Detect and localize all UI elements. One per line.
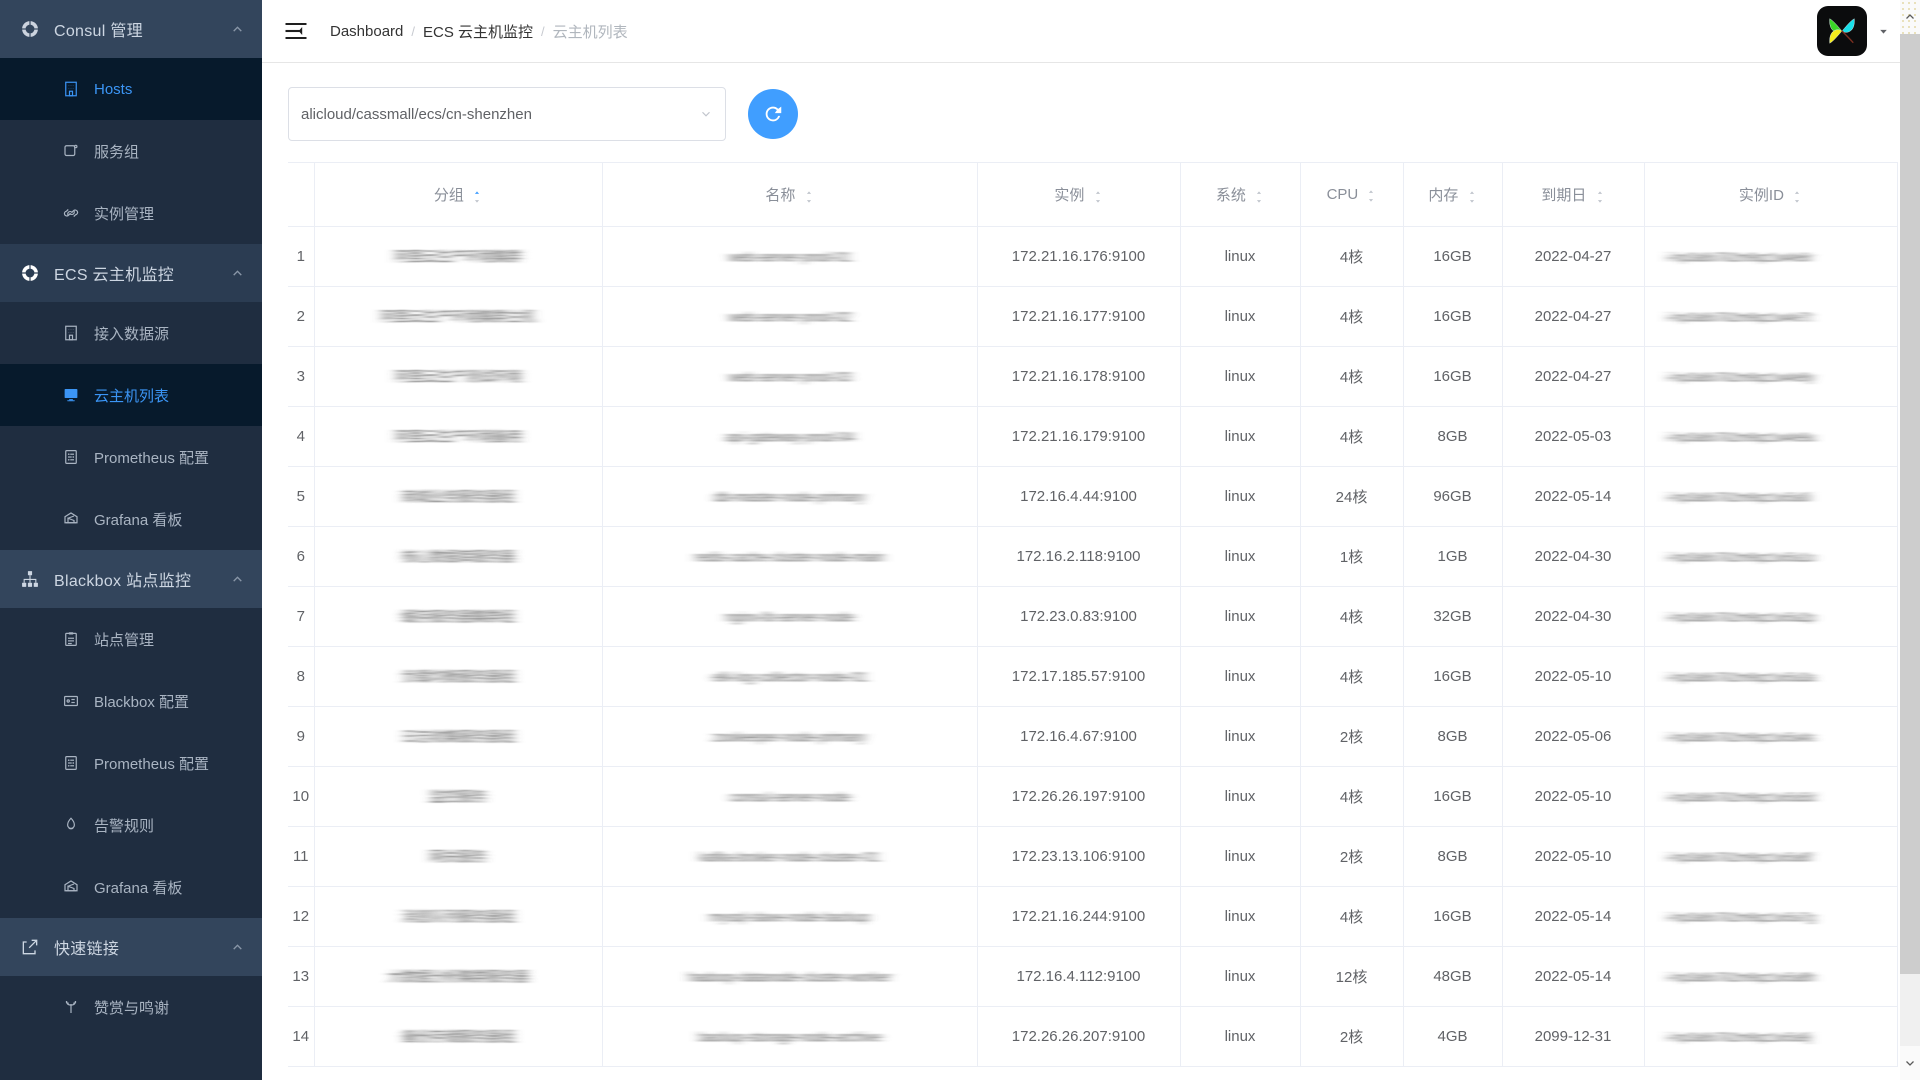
- svg-text:i-hp3a8x7k2m9qz1w5a1o: i-hp3a8x7k2m9qz1w5a1o: [1667, 549, 1815, 564]
- svg-text:kafka-broker-node-cluster-01: kafka-broker-node-cluster-01: [700, 848, 880, 864]
- svg-text:备份存储服务器组: 备份存储服务器组: [402, 1028, 514, 1044]
- svg-text:mysql-slave-node-backup: mysql-slave-node-backup: [710, 908, 870, 924]
- svg-text:web-server-prod-01: web-server-prod-01: [727, 248, 850, 264]
- svg-text:大数据分析集群服务器: 大数据分析集群服务器: [388, 968, 528, 984]
- svg-text:i-hp3a8x7k2m9qz1w5a4s: i-hp3a8x7k2m9qz1w5a4s: [1667, 729, 1815, 744]
- svg-text:i-hp3a8x7k2m9qz1w5a2p: i-hp3a8x7k2m9qz1w5a2p: [1667, 609, 1815, 624]
- svg-text:阿里云生产环境集群: 阿里云生产环境集群: [395, 248, 521, 264]
- svg-text:商城业务服务器组: 商城业务服务器组: [402, 488, 514, 504]
- svg-text:核心数据库服务器: 核心数据库服务器: [402, 548, 514, 564]
- svg-text:缓存服务器集群组: 缓存服务器集群组: [402, 608, 514, 624]
- svg-text:elk-log-collector-node-01: elk-log-collector-node-01: [712, 668, 866, 684]
- svg-text:日志收集服务器组: 日志收集服务器组: [402, 728, 514, 744]
- svg-text:consul-server-node: consul-server-node: [730, 788, 850, 804]
- svg-text:i-hp3a8x7k2m9qz1w5a5d: i-hp3a8x7k2m9qz1w5a5d: [1667, 789, 1815, 804]
- svg-text:web-server-prod-03: web-server-prod-03: [727, 368, 850, 384]
- svg-text:阿里云生产测试环境: 阿里云生产测试环境: [395, 368, 521, 384]
- svg-text:api-gateway-prod-04: api-gateway-prod-04: [725, 428, 854, 444]
- svg-text:web-server-prod-02: web-server-prod-02: [727, 308, 850, 324]
- svg-text:i-hp3a8x7k2m9qz1w4e6r: i-hp3a8x7k2m9qz1w4e6r: [1667, 249, 1813, 264]
- svg-text:redis-cache-cluster-node-main: redis-cache-cluster-node-main: [695, 548, 884, 564]
- svg-text:i-hp3a8x7k2m9qz1w4e8y: i-hp3a8x7k2m9qz1w4e8y: [1667, 369, 1815, 384]
- svg-text:zookeeper-node-primary: zookeeper-node-primary: [713, 728, 866, 744]
- svg-text:监控服务: 监控服务: [430, 788, 486, 804]
- svg-text:i-hp3a8x7k2m9qz1w4e7t: i-hp3a8x7k2m9qz1w4e7t: [1667, 309, 1812, 324]
- svg-text:网关服务: 网关服务: [430, 848, 486, 864]
- svg-text:i-hp3a8x7k2m9qz1w5a8h: i-hp3a8x7k2m9qz1w5a8h: [1667, 969, 1815, 984]
- svg-text:负载均衡服务器组: 负载均衡服务器组: [402, 668, 514, 684]
- svg-text:消息队列服务器组: 消息队列服务器组: [402, 908, 514, 924]
- svg-text:db-master-node-primary: db-master-node-primary: [714, 488, 864, 504]
- svg-text:阿里云生产环境备用: 阿里云生产环境备用: [395, 428, 521, 444]
- svg-text:i-hp3a8x7k2m9qz1w5a6f: i-hp3a8x7k2m9qz1w5a6f: [1667, 849, 1812, 864]
- svg-text:i-hp3a8x7k2m9qz1w5a0i: i-hp3a8x7k2m9qz1w5a0i: [1667, 489, 1811, 504]
- svg-text:i-hp3a8x7k2m9qz1w5a7g: i-hp3a8x7k2m9qz1w5a7g: [1667, 909, 1815, 924]
- svg-text:阿里云生产环境集群主机: 阿里云生产环境集群主机: [381, 308, 535, 324]
- svg-text:i-hp3a8x7k2m9qz1w5a3a: i-hp3a8x7k2m9qz1w5a3a: [1667, 669, 1816, 684]
- svg-text:nginx-lb-server-node: nginx-lb-server-node: [725, 608, 854, 624]
- svg-text:i-hp3a8x7k2m9qz1w5a9j: i-hp3a8x7k2m9qz1w5a9j: [1667, 1029, 1811, 1044]
- svg-text:i-hp3a8x7k2m9qz1w4e9u: i-hp3a8x7k2m9qz1w4e9u: [1667, 429, 1815, 444]
- svg-text:backup-storage-node-archive: backup-storage-node-archive: [698, 1028, 880, 1044]
- svg-text:hadoop-datanode-cluster-worker: hadoop-datanode-cluster-worker: [688, 968, 891, 984]
